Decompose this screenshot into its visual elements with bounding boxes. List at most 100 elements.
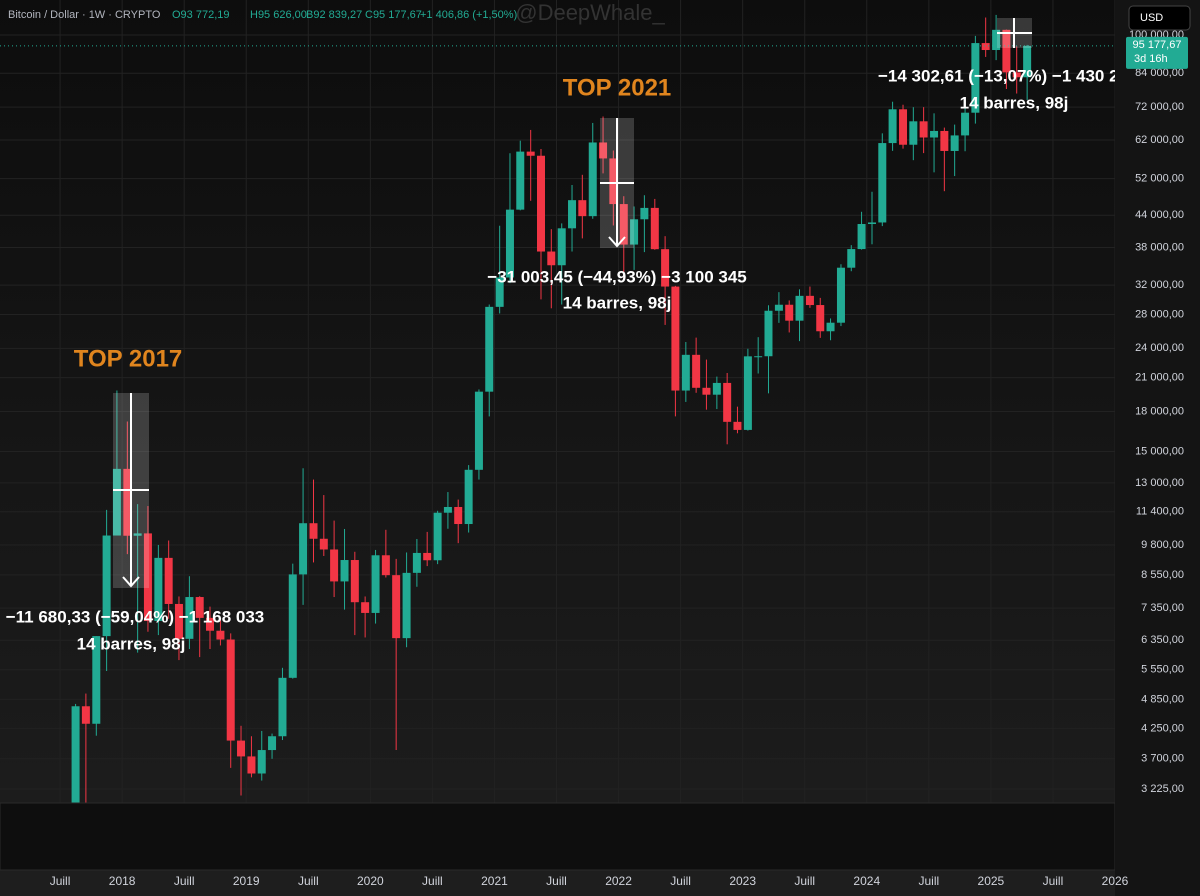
- candle-body: [340, 560, 349, 582]
- y-tick-label: 72 000,00: [1135, 101, 1184, 113]
- candle-body: [309, 523, 318, 539]
- candle-body: [319, 538, 328, 550]
- candle-body: [950, 135, 959, 151]
- y-tick-label: 24 000,00: [1135, 342, 1184, 354]
- candle-body: [650, 207, 659, 250]
- candle-body: [899, 109, 908, 145]
- x-tick-label: Juill: [422, 874, 443, 888]
- y-tick-label: 7 350,00: [1141, 602, 1184, 614]
- x-tick-label: Juill: [670, 874, 691, 888]
- annotation-title: TOP 2017: [74, 345, 183, 372]
- candle-body: [1023, 45, 1032, 78]
- candle-body: [216, 630, 225, 640]
- ohlc-value: H95 626,00: [250, 9, 307, 21]
- x-tick-label: 2021: [481, 874, 508, 888]
- x-tick-label: 2025: [978, 874, 1005, 888]
- countdown: 3d 16h: [1134, 53, 1168, 65]
- candle-body: [723, 382, 732, 422]
- candle-body: [630, 219, 639, 245]
- candle-body: [143, 533, 152, 622]
- candle-body: [888, 109, 897, 144]
- candle-body: [474, 391, 483, 470]
- x-tick-label: Juill: [794, 874, 815, 888]
- candle-body: [237, 740, 246, 757]
- candle-body: [578, 200, 587, 217]
- candle-body: [878, 143, 887, 223]
- x-tick-label: 2020: [357, 874, 384, 888]
- candle-body: [174, 603, 183, 639]
- candle-body: [940, 130, 949, 151]
- candle-body: [257, 750, 266, 774]
- x-tick-label: Juill: [174, 874, 195, 888]
- candle-body: [412, 552, 421, 573]
- candle-body: [826, 322, 835, 332]
- candle-body: [185, 597, 194, 639]
- candle-body: [785, 304, 794, 321]
- y-tick-label: 3 225,00: [1141, 783, 1184, 795]
- candle-body: [671, 286, 680, 391]
- y-tick-label: 4 850,00: [1141, 693, 1184, 705]
- candle-body: [857, 224, 866, 250]
- candle-body: [547, 251, 556, 266]
- measure-bars: 14 barres, 98j: [563, 293, 672, 312]
- candle-body: [485, 306, 494, 392]
- x-tick-label: 2019: [233, 874, 260, 888]
- symbol-title: Bitcoin / Dollar · 1W · CRYPTO: [8, 9, 161, 21]
- candle-body: [381, 555, 390, 576]
- measure-change: −11 680,33 (−59,04%) −1 168 033: [6, 607, 265, 626]
- y-tick-label: 32 000,00: [1135, 279, 1184, 291]
- candle-body: [568, 200, 577, 229]
- y-tick-label: 21 000,00: [1135, 372, 1184, 384]
- candle-body: [164, 557, 173, 604]
- price-tag: [1126, 36, 1188, 69]
- candle-body: [764, 310, 773, 357]
- candle-body: [154, 557, 163, 622]
- y-tick-label: 5 550,00: [1141, 664, 1184, 676]
- y-tick-label: 84 000,00: [1135, 67, 1184, 79]
- watermark: @DeepWhale_: [515, 0, 665, 25]
- candle-body: [661, 249, 670, 287]
- y-tick-label: 62 000,00: [1135, 134, 1184, 146]
- candle-body: [774, 304, 783, 311]
- y-tick-label: 18 000,00: [1135, 405, 1184, 417]
- candle-body: [619, 204, 628, 245]
- candle-body: [961, 112, 970, 136]
- candle-body: [226, 639, 235, 741]
- y-tick-label: 15 000,00: [1135, 445, 1184, 457]
- candle-body: [92, 636, 101, 724]
- candle-body: [505, 209, 514, 278]
- x-tick-label: 2024: [853, 874, 880, 888]
- x-tick-label: Juill: [1043, 874, 1064, 888]
- candle-body: [536, 155, 545, 252]
- candle-body: [981, 43, 990, 51]
- ohlc-value: +1 406,86 (+1,50%): [420, 9, 517, 21]
- candle-body: [971, 43, 980, 113]
- currency-button[interactable]: [1128, 5, 1191, 31]
- measure-bars: 14 barres, 98j: [960, 93, 1069, 112]
- y-tick-label: 13 000,00: [1135, 477, 1184, 489]
- candle-body: [423, 552, 432, 561]
- candle-body: [743, 356, 752, 430]
- ohlc-value: C95 177,67: [365, 9, 422, 21]
- candle-body: [1012, 72, 1021, 78]
- y-tick-label: 9 800,00: [1141, 539, 1184, 551]
- candle-body: [268, 736, 277, 751]
- y-tick-label: 28 000,00: [1135, 308, 1184, 320]
- x-tick-label: 2022: [605, 874, 632, 888]
- candle-body: [195, 597, 204, 618]
- y-tick-label: 38 000,00: [1135, 241, 1184, 253]
- candle-body: [816, 305, 825, 332]
- x-tick-label: 2026: [1102, 874, 1129, 888]
- ohlc-value: O93 772,19: [172, 9, 230, 21]
- candle-body: [1002, 29, 1011, 73]
- ohlc-value: B92 839,27: [306, 9, 362, 21]
- candle-body: [133, 533, 142, 536]
- candle-body: [278, 677, 287, 737]
- x-tick-label: 2018: [109, 874, 136, 888]
- lower-pane: [0, 802, 1116, 871]
- candle-body: [299, 523, 308, 575]
- candle-body: [692, 354, 701, 388]
- candle-body: [516, 151, 525, 210]
- candle-body: [205, 617, 214, 631]
